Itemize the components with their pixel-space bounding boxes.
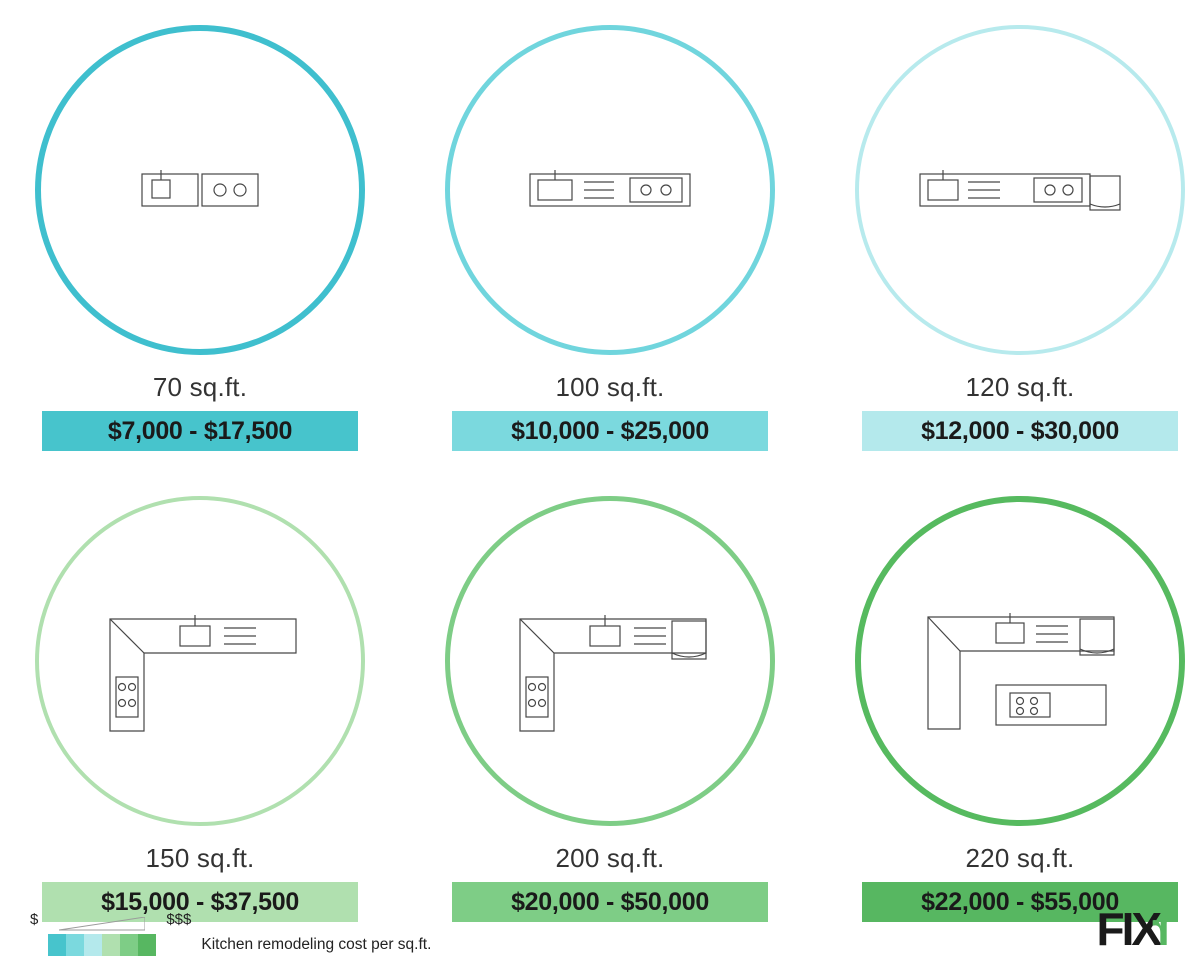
brand-logo: FIXr: [1097, 902, 1170, 956]
legend-triangle-icon: [59, 917, 145, 931]
kitchen-circle: [30, 20, 370, 360]
cards-grid: 70 sq.ft. $7,000 - $17,500 100 sq.ft. $1…: [0, 0, 1200, 922]
kitchen-circle: [440, 20, 780, 360]
kitchen-card: 120 sq.ft. $12,000 - $30,000: [850, 20, 1190, 451]
legend-caption: Kitchen remodeling cost per sq.ft.: [201, 936, 431, 954]
legend-swatch: [48, 934, 66, 956]
kitchen-card: 100 sq.ft. $10,000 - $25,000: [440, 20, 780, 451]
legend-low-label: $: [30, 911, 38, 928]
legend-swatch: [120, 934, 138, 956]
kitchen-circle: [30, 491, 370, 831]
kitchen-card: 150 sq.ft. $15,000 - $37,500: [30, 491, 370, 922]
legend-swatch: [84, 934, 102, 956]
logo-text: FIX: [1097, 902, 1160, 956]
kitchen-circle: [850, 20, 1190, 360]
legend-high-label: $$$: [166, 911, 191, 928]
size-label: 150 sq.ft.: [146, 843, 255, 874]
size-label: 120 sq.ft.: [966, 372, 1075, 403]
size-label: 70 sq.ft.: [153, 372, 247, 403]
price-range-bar: $12,000 - $30,000: [862, 411, 1178, 451]
legend-swatches: [48, 934, 156, 956]
legend-swatch: [66, 934, 84, 956]
logo-accent-letter: r: [1155, 902, 1170, 956]
size-label: 200 sq.ft.: [556, 843, 665, 874]
size-label: 220 sq.ft.: [966, 843, 1075, 874]
legend-scale: [48, 917, 156, 956]
kitchen-circle: [440, 491, 780, 831]
kitchen-card: 200 sq.ft. $20,000 - $50,000: [440, 491, 780, 922]
legend-swatch: [138, 934, 156, 956]
price-range-bar: $10,000 - $25,000: [452, 411, 768, 451]
kitchen-circle: [850, 491, 1190, 831]
legend-swatch: [102, 934, 120, 956]
kitchen-card: 70 sq.ft. $7,000 - $17,500: [30, 20, 370, 451]
kitchen-card: 220 sq.ft. $22,000 - $55,000: [850, 491, 1190, 922]
legend: $ $$$ Kitchen remodeling cost per sq.ft.: [30, 911, 431, 956]
size-label: 100 sq.ft.: [556, 372, 665, 403]
price-range-bar: $7,000 - $17,500: [42, 411, 358, 451]
price-range-bar: $20,000 - $50,000: [452, 882, 768, 922]
